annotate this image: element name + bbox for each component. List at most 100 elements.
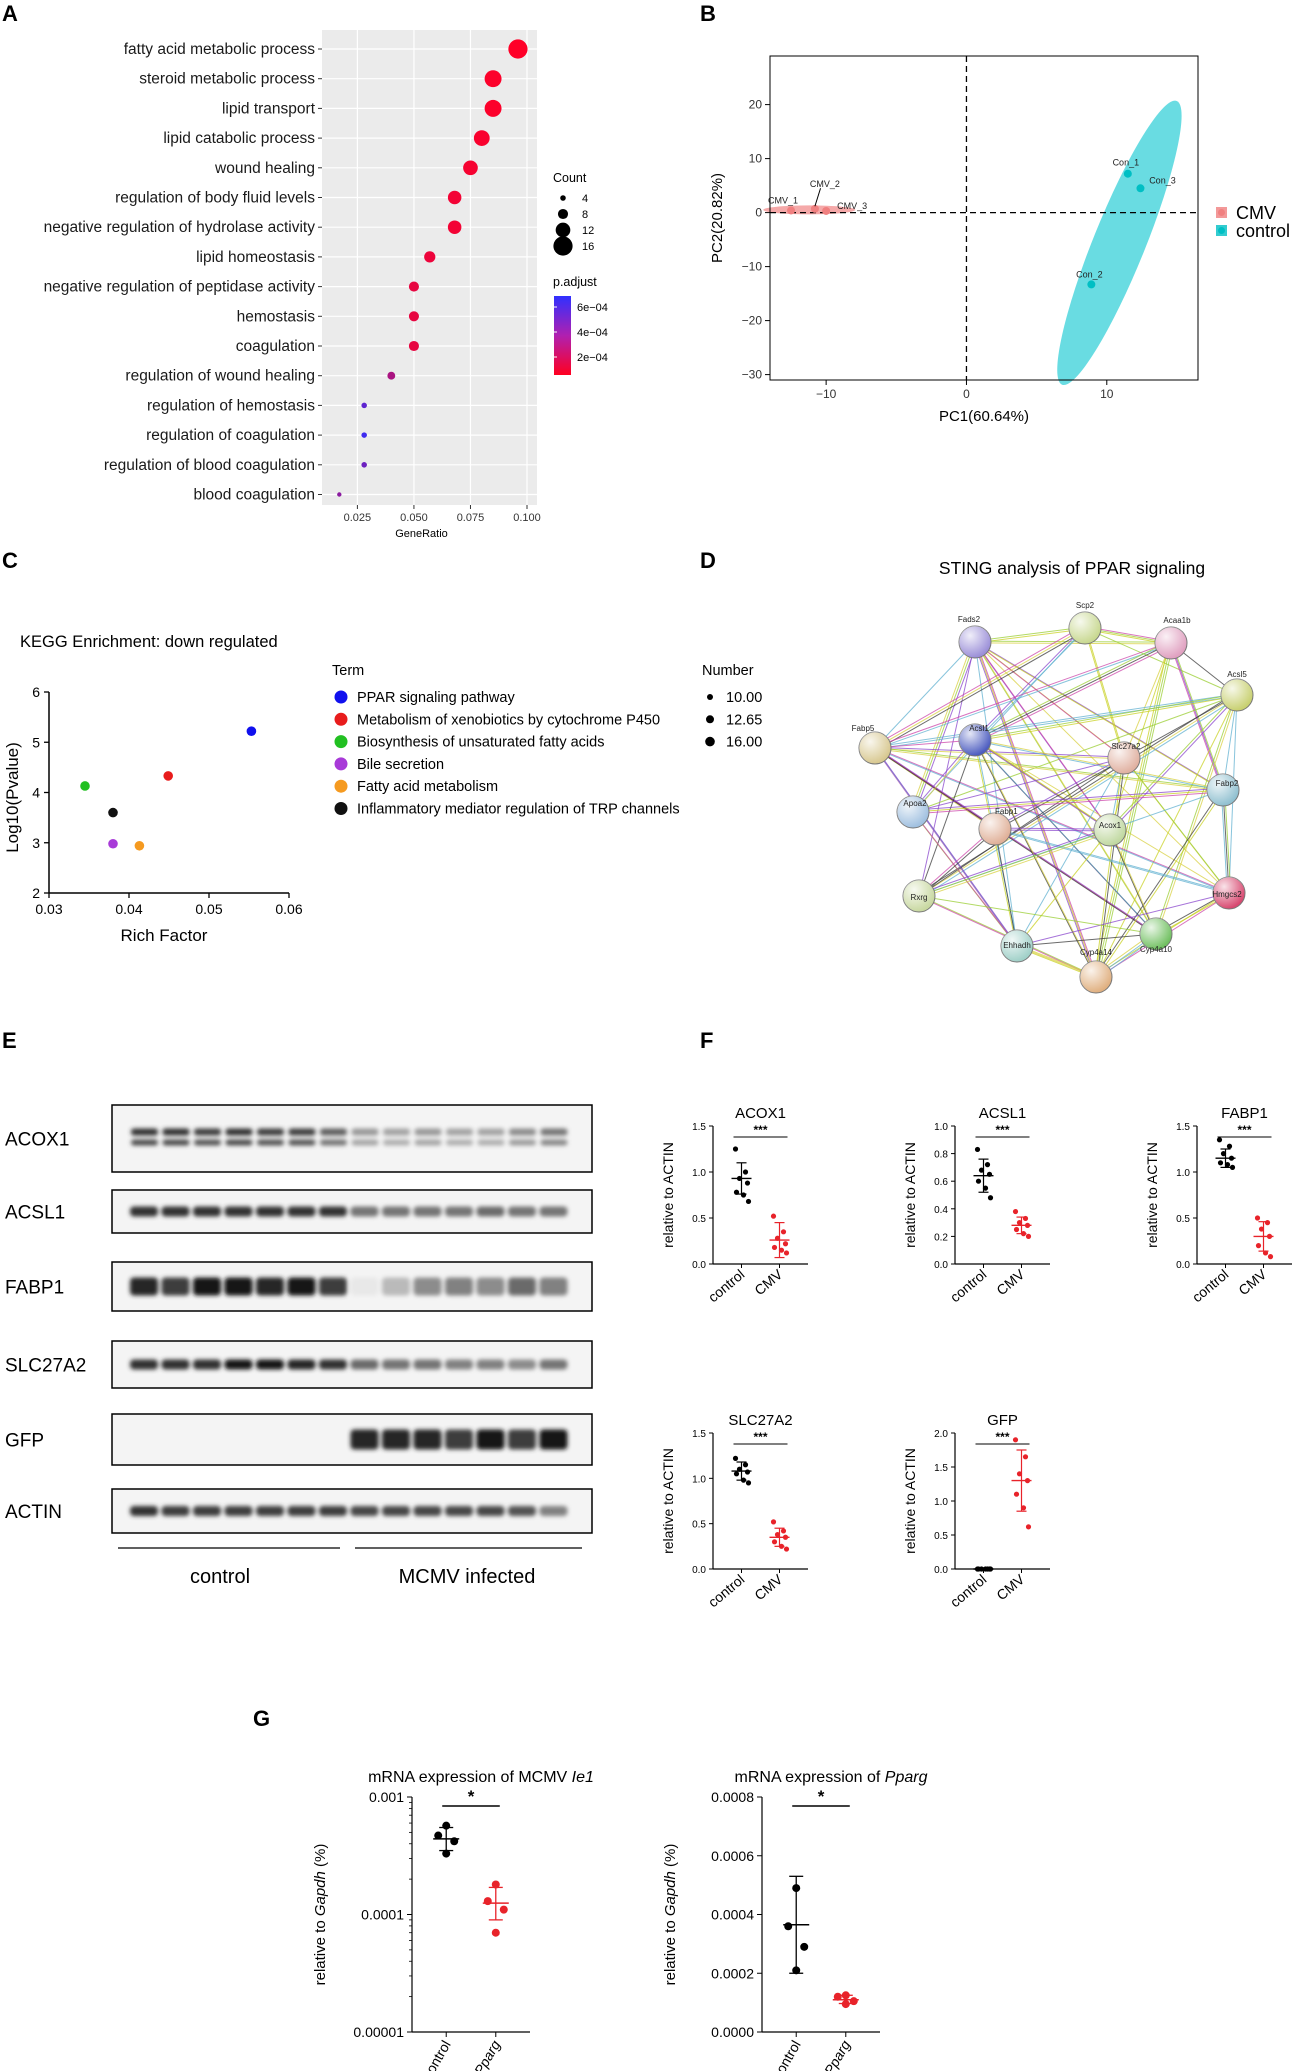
subplot-title: GFP (987, 1412, 1018, 1429)
blot-band-upper (320, 1128, 347, 1136)
x-tick-label: control (1189, 1266, 1231, 1305)
legend-number-title: Number (702, 663, 754, 679)
x-tick-label: 10 (1100, 387, 1114, 401)
y-axis-label-part-0: relative to (312, 1916, 329, 1985)
network-edge (1096, 790, 1225, 979)
blot-band (256, 1359, 284, 1370)
network-edge (874, 747, 1157, 935)
y-axis-label-part-2: (%) (312, 1844, 329, 1872)
blot-band (476, 1429, 505, 1450)
kegg-point (80, 781, 90, 791)
y-tick-label: −10 (742, 260, 763, 274)
blot-band-upper (540, 1128, 568, 1136)
blot-band (445, 1359, 473, 1370)
blot-row-label: GFP (5, 1431, 44, 1452)
data-point (484, 99, 502, 117)
category-label: blood coagulation (193, 487, 315, 504)
kegg-point (246, 726, 257, 736)
network-edge (918, 895, 1157, 935)
blot-band (508, 1206, 536, 1217)
data-point (974, 1146, 981, 1153)
network-edge (1154, 693, 1237, 934)
y-axis-label: relative to Gapdh (%) (312, 1844, 329, 1986)
blot-bands (130, 1506, 568, 1516)
kegg-point (108, 838, 118, 849)
kegg-point (108, 807, 118, 818)
network-edge (974, 738, 1223, 790)
data-point (770, 1519, 777, 1525)
network-edge (975, 642, 1158, 936)
blot-band (287, 1359, 316, 1370)
network-edge (976, 644, 1174, 743)
plot-frame (769, 55, 1199, 381)
blot-band (161, 1206, 190, 1217)
data-point (434, 1831, 443, 1840)
legend-padjust-label: 4e−04 (577, 327, 608, 339)
category-label: negative regulation of hydrolase activit… (44, 219, 316, 236)
network-node-shine (859, 732, 891, 764)
network-node-label: Cyp4a14 (1080, 948, 1113, 957)
x-tick-label: 0.100 (513, 512, 541, 524)
legend-count-marker (560, 195, 566, 201)
blot-row-label: SLC27A2 (5, 1356, 86, 1377)
blot-band (130, 1277, 158, 1296)
y-axis-label: relative to ACTIN (902, 1448, 918, 1554)
panel-c-kegg: KEGG Enrichment: down regulated 0.03 0.04 0… (3, 633, 762, 945)
legend-count-label: 8 (582, 209, 588, 221)
y-tick-label: 0.5 (934, 1531, 948, 1542)
data-point (361, 462, 367, 468)
network-edge (1095, 694, 1238, 978)
category-label: regulation of hemostasis (147, 397, 315, 414)
y-axis-label: PC2(20.82%) (709, 173, 726, 263)
group-label-control: control (190, 1566, 250, 1588)
data-point (450, 1837, 459, 1846)
data-point (780, 1528, 787, 1534)
network-node-label: Acsl5 (1227, 670, 1247, 679)
blot-band (413, 1359, 442, 1370)
x-tick-label: siPparg (816, 2037, 854, 2071)
network-edge (914, 791, 1225, 815)
data-point (733, 1189, 740, 1195)
network-edge (1168, 641, 1222, 789)
category-label: hemostasis (237, 308, 316, 325)
data-point (442, 1821, 451, 1830)
network-node-label: Scp2 (1076, 601, 1095, 610)
y-axis-label-part-2: (%) (662, 1844, 679, 1872)
x-tick-label: control (947, 1266, 989, 1305)
blot-band (130, 1359, 158, 1370)
data-point (849, 1997, 858, 2006)
blot-band (445, 1506, 473, 1516)
y-axis-label-part-1: Gapdh (312, 1871, 329, 1916)
legend-term-label: Metabolism of xenobiotics by cytochrome … (357, 712, 660, 728)
blot-frame (111, 1104, 593, 1173)
category-label: regulation of body fluid levels (115, 190, 315, 207)
data-point (987, 1566, 994, 1572)
blot-band (193, 1506, 221, 1516)
legend-colorbar (554, 296, 571, 375)
network-node-label: Ehhadh (1003, 941, 1031, 950)
x-axis-label: Rich Factor (121, 926, 208, 945)
panel-letter-e: E (2, 1028, 17, 1053)
network-edge (917, 827, 995, 896)
network-edge (993, 827, 1229, 893)
network-edge (914, 643, 978, 814)
blot-band (350, 1206, 379, 1217)
legend-padjust-label: 6e−04 (577, 302, 608, 314)
pca-point-label: CMV_1 (768, 195, 798, 205)
x-tick-label: CMV (993, 1571, 1028, 1604)
blot-band (539, 1277, 568, 1296)
y-axis-label: Log10(Pvalue) (3, 742, 22, 853)
network-edge (874, 746, 1124, 758)
legend-count-label: 12 (582, 225, 594, 237)
blot-band (161, 1506, 190, 1516)
legend-count-marker (553, 236, 573, 256)
category-label: fatty acid metabolic process (124, 41, 316, 58)
network-node-shine (1221, 679, 1253, 711)
data-point (770, 1213, 777, 1219)
network-node-shine (897, 796, 929, 828)
network-edge (876, 749, 1159, 937)
network-node-shine (1213, 877, 1245, 909)
chart-title: KEGG Enrichment: down regulated (20, 633, 278, 651)
data-point (780, 1229, 787, 1235)
data-point (736, 1175, 743, 1182)
